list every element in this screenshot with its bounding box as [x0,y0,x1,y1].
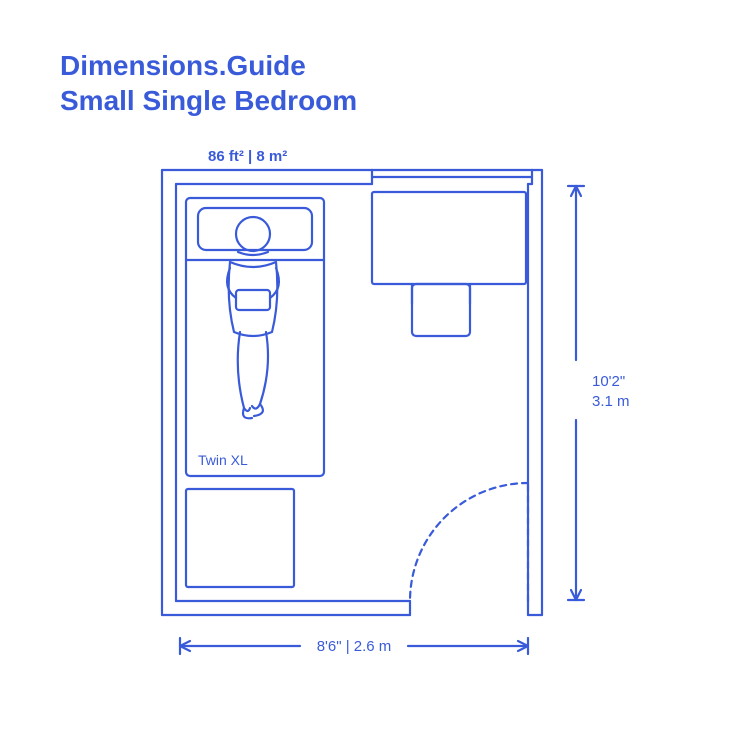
height-dim-label: 10'2" 3.1 m [592,372,630,411]
person-icon [227,217,279,418]
height-dimension [568,186,584,600]
height-line1: 10'2" [592,373,625,390]
width-dim-label: 8'6" | 2.6 m [300,637,408,657]
floorplan-diagram [0,0,736,736]
bed-label: Twin XL [198,452,248,468]
height-line2: 3.1 m [592,393,630,410]
